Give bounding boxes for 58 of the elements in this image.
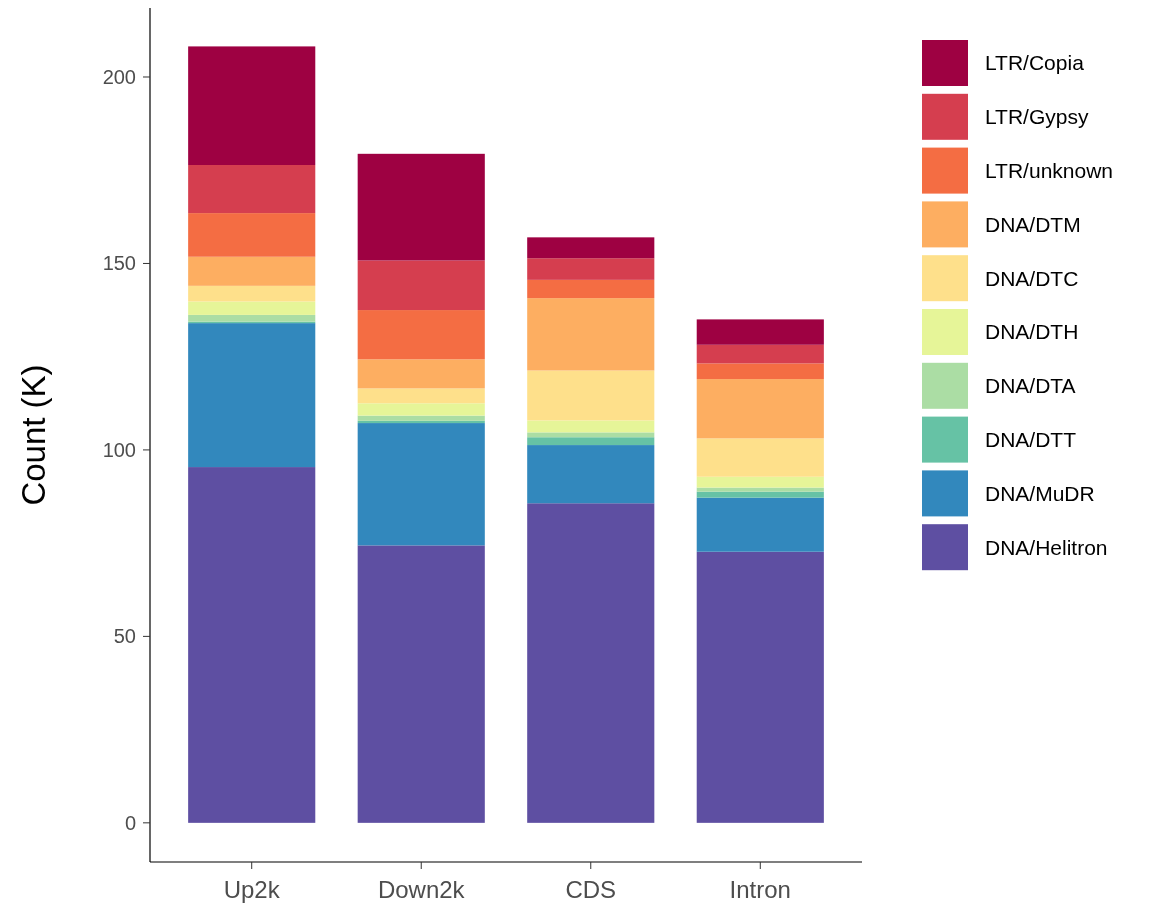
bar [357,423,485,546]
legend-label: LTR/Copia [985,51,1085,75]
bar [188,467,316,823]
bar [696,379,824,439]
bar [188,301,316,315]
bar [188,314,316,322]
legend-label: DNA/DTM [985,212,1081,236]
bar [527,370,655,421]
legend-label: LTR/Gypsy [985,105,1089,129]
bar [357,359,485,389]
legend-label: LTR/unknown [985,158,1114,182]
bar [357,260,485,311]
bar [696,491,824,498]
y-tick-label: 0 [124,811,136,834]
y-axis-title: Count (K) [15,364,52,506]
bar [357,403,485,416]
bar [696,363,824,380]
bar [696,476,824,488]
bar [188,285,316,302]
bar [188,256,316,286]
y-tick-label: 150 [102,252,136,275]
bar [357,545,485,823]
bar [696,319,824,345]
bar [527,420,655,433]
bar [527,298,655,371]
bar [696,438,824,477]
legend-label: DNA/DTC [985,266,1079,290]
bar [188,213,316,257]
bar [696,487,824,492]
bar [527,258,655,280]
bar [527,503,655,823]
bar [357,388,485,404]
legend-label: DNA/DTH [985,320,1079,344]
bar [527,237,655,259]
legend-label: DNA/DTT [985,427,1077,451]
y-tick-label: 200 [102,65,136,88]
legend-label: DNA/DTA [985,374,1076,398]
bar [188,165,316,214]
legend-label: DNA/Helitron [985,535,1108,559]
bar [696,551,824,823]
x-tick-label: Down2k [377,876,466,903]
bar [188,46,316,165]
bar [696,497,824,552]
legend-label: DNA/MuDR [985,481,1095,505]
x-tick-label: Up2k [223,876,281,903]
bar [527,279,655,299]
y-tick-label: 50 [113,625,136,648]
bar [357,153,485,261]
bar [527,445,655,504]
x-tick-label: Intron [729,876,791,903]
bar [188,323,316,468]
bar [527,437,655,446]
bar [357,310,485,360]
bar [527,432,655,438]
y-tick-label: 100 [102,438,136,461]
bar [696,344,824,364]
x-tick-label: CDS [565,876,617,903]
bar [357,415,485,421]
